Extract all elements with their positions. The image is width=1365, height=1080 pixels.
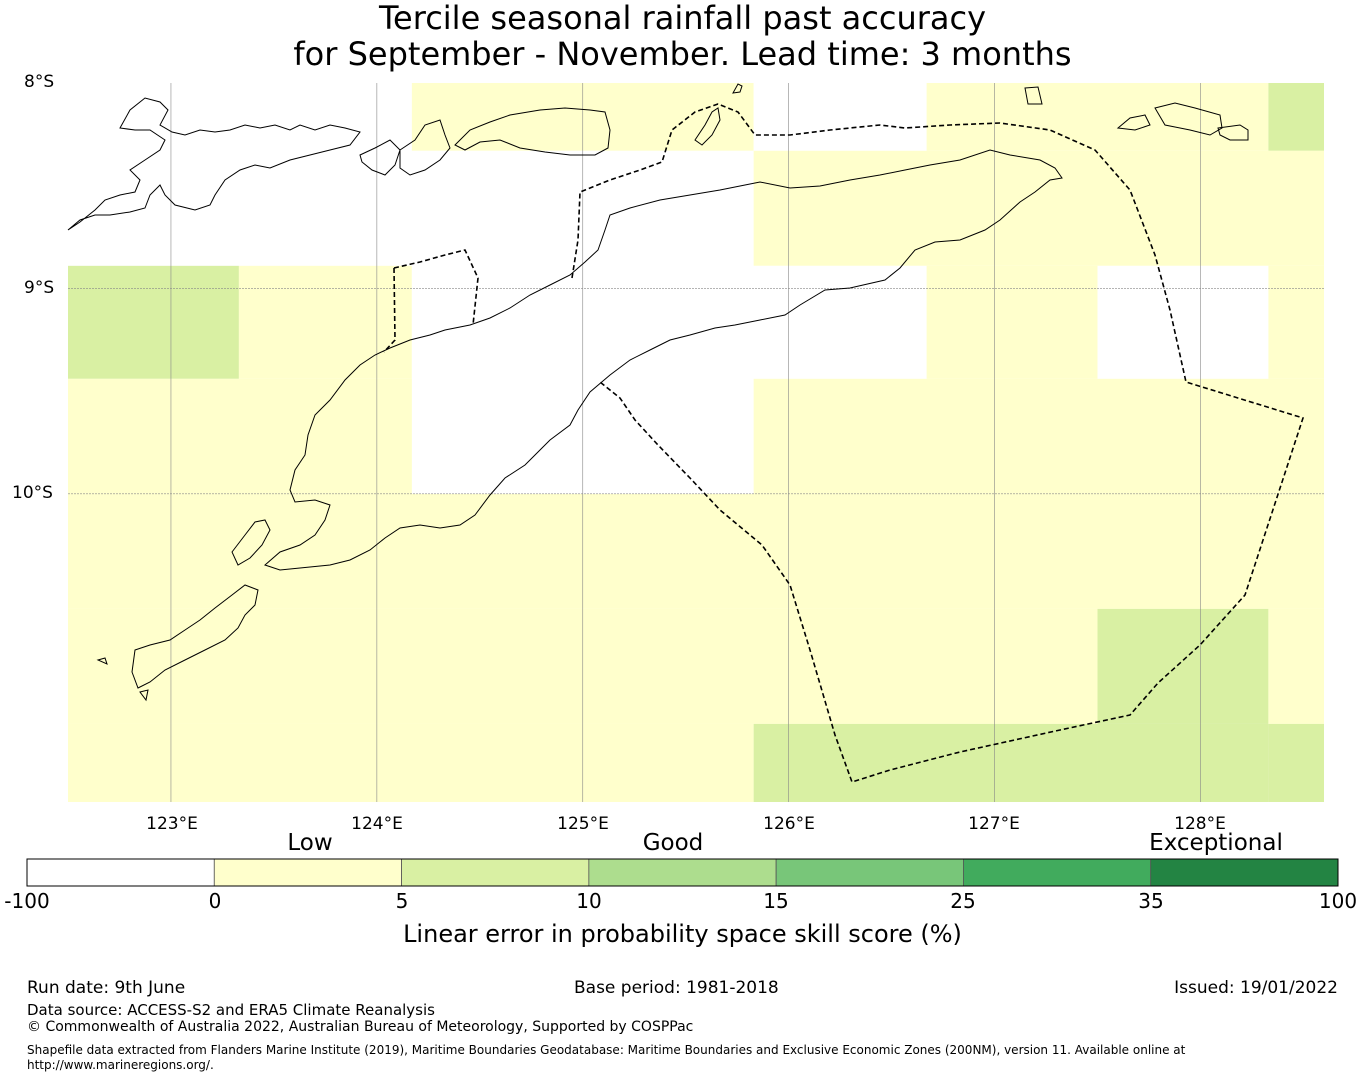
grid-cell-good5 [1268,83,1324,151]
grid-cell-low [753,378,1324,494]
eez-boundary-layer [383,103,1305,783]
colorbar-tick: 15 [763,889,789,913]
graticule [68,83,1324,802]
colorbar-segment [775,858,964,887]
lon-label-126e: 126°E [763,814,815,834]
grid-cell-good5 [753,723,1098,802]
grid-cell-low [68,723,754,802]
lon-label-125e: 125°E [557,814,609,834]
grid-cell-low [238,265,412,379]
colorbar-tick: 25 [950,889,976,913]
coastline-semau [231,519,271,566]
colorbar-segment [401,858,590,887]
grid-cell-low [926,83,1269,151]
colorbar-segment [213,858,402,887]
grid-cell-white [1097,265,1269,379]
lat-label-10s: 10°S [12,483,53,503]
coastline-islet-f [96,657,108,665]
lon-label-123e: 123°E [146,814,198,834]
coastline-alor [399,119,451,176]
grid-cell-good5 [1268,723,1324,802]
lon-label-124e: 124°E [351,814,403,834]
colorbar-tick: 100 [1318,889,1358,913]
issued-date: Issued: 19/01/2022 [1174,978,1338,998]
grid-cell-good5 [1097,723,1269,802]
colorbar-category-exceptional: Exceptional [1149,830,1283,856]
colorbar-segment [26,858,215,887]
coastline-islet-c [1154,102,1223,136]
colorbar-label: Linear error in probability space skill … [403,920,962,948]
copyright: © Commonwealth of Australia 2022, Austra… [27,1019,694,1035]
colorbar-tick: 35 [1138,889,1164,913]
eez-boundary-oecusse [383,249,479,353]
run-date: Run date: 9th June [27,978,186,998]
chart-title-line1: Tercile seasonal rainfall past accuracy [378,0,987,37]
lat-label-9s: 9°S [24,278,55,298]
colorbar-category-low: Low [287,830,333,856]
chart-title-line2: for September - November. Lead time: 3 m… [293,35,1072,73]
grid-cell-good5 [1097,608,1269,724]
coastline-ndana [139,689,149,702]
colorbar-tick: 0 [208,889,222,913]
colorbar-tick: 5 [395,889,409,913]
grid-cell-low [1268,608,1324,724]
coastline-flores-alor [67,97,361,231]
coastline-islet-e [732,83,743,94]
colorbar-category-good: Good [642,830,704,856]
coastline-wetar [454,107,611,156]
colorbar-tick: -100 [4,889,50,913]
data-source: Data source: ACCESS-S2 and ERA5 Climate … [27,1001,435,1019]
colorbar [26,858,1339,887]
lon-label-128e: 128°E [1174,814,1226,834]
grid-cell-low [1268,265,1324,379]
grid-cell-good5 [68,265,239,379]
coastline-pantar [359,139,401,176]
coastline-layer [67,83,1249,702]
colorbar-tick: 10 [576,889,602,913]
grid-cell-low [68,378,412,494]
shapefile-credit: Shapefile data extracted from Flanders M… [27,1043,1186,1072]
colorbar-segment [1150,858,1339,887]
lat-label-8s: 8°S [24,72,55,92]
coastline-atauro [694,107,721,146]
grid-cell-white [68,83,412,266]
colorbar-segment [588,858,777,887]
lon-label-127e: 127°E [968,814,1020,834]
coastline-islet-a [1024,86,1043,105]
coastline-islet-b [1116,114,1151,131]
base-period: Base period: 1981-2018 [574,978,779,998]
colorbar-segment [963,858,1152,887]
coastline-islet-d [1217,124,1249,141]
skill-grid-cells [68,83,1324,802]
grid-cell-low [753,150,1324,266]
colorbar-frame [26,858,1339,887]
grid-cell-white [753,265,927,379]
coastline-timor [264,149,1063,571]
grid-cell-low [1097,493,1324,609]
coastline-rote [131,584,259,689]
grid-cell-white [753,83,927,151]
grid-cell-low [926,265,1098,379]
